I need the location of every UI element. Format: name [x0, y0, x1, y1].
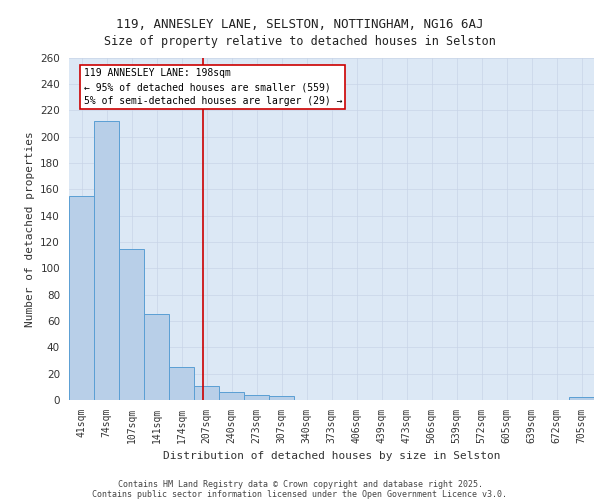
Bar — [569, 398, 594, 400]
Text: 119, ANNESLEY LANE, SELSTON, NOTTINGHAM, NG16 6AJ: 119, ANNESLEY LANE, SELSTON, NOTTINGHAM,… — [116, 18, 484, 30]
Bar — [194, 386, 219, 400]
Bar — [119, 248, 144, 400]
Y-axis label: Number of detached properties: Number of detached properties — [25, 131, 35, 326]
Bar — [144, 314, 169, 400]
Text: Size of property relative to detached houses in Selston: Size of property relative to detached ho… — [104, 35, 496, 48]
Text: Contains HM Land Registry data © Crown copyright and database right 2025.: Contains HM Land Registry data © Crown c… — [118, 480, 482, 489]
Text: 119 ANNESLEY LANE: 198sqm
← 95% of detached houses are smaller (559)
5% of semi-: 119 ANNESLEY LANE: 198sqm ← 95% of detac… — [83, 68, 342, 106]
Bar — [169, 367, 194, 400]
X-axis label: Distribution of detached houses by size in Selston: Distribution of detached houses by size … — [163, 451, 500, 461]
Bar — [219, 392, 244, 400]
Bar — [244, 394, 269, 400]
Bar — [94, 120, 119, 400]
Bar — [69, 196, 94, 400]
Bar — [269, 396, 294, 400]
Text: Contains public sector information licensed under the Open Government Licence v3: Contains public sector information licen… — [92, 490, 508, 499]
